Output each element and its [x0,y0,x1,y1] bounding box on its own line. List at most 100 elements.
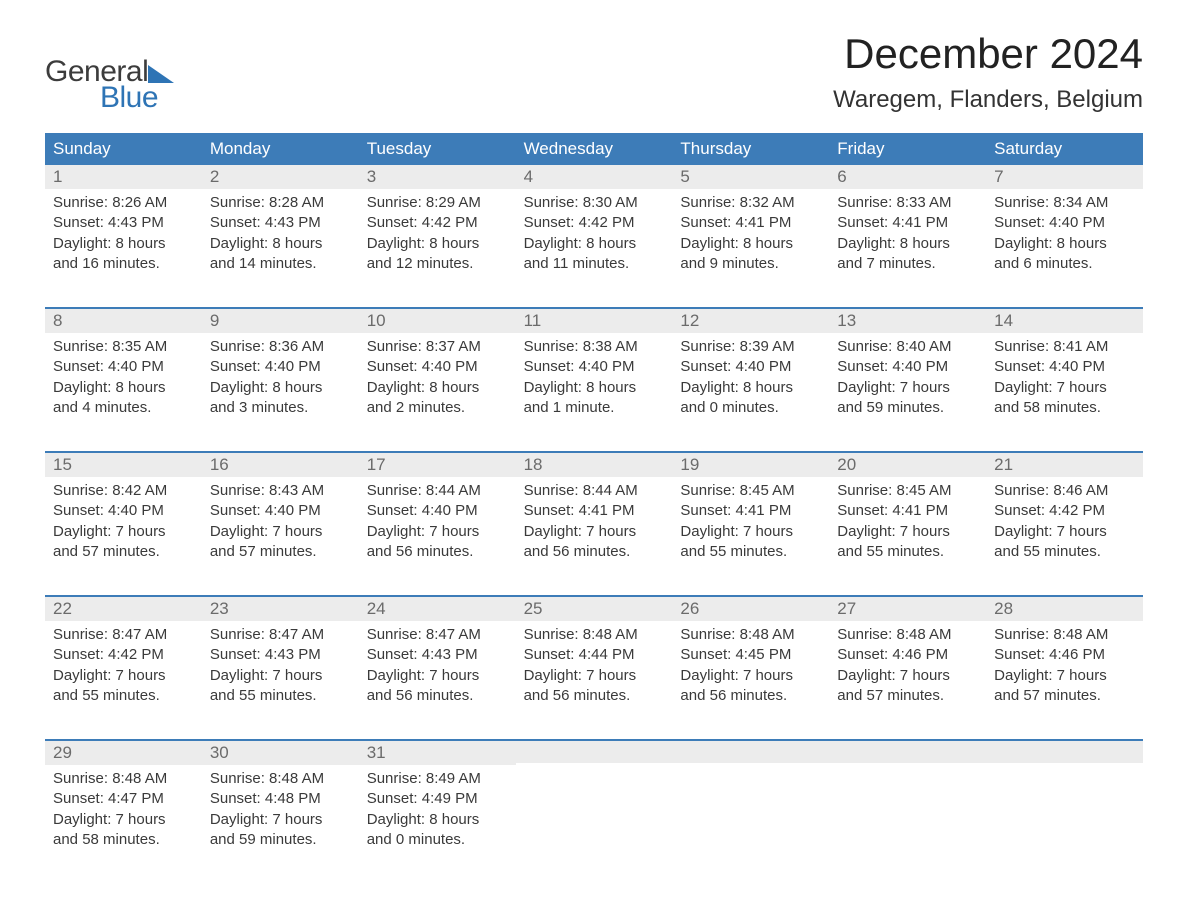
day-sunset: Sunset: 4:49 PM [367,789,508,809]
day-sunset: Sunset: 4:43 PM [367,645,508,665]
day-sunset: Sunset: 4:40 PM [367,501,508,521]
day-sunrise: Sunrise: 8:43 AM [210,481,351,501]
day-content: Sunrise: 8:48 AMSunset: 4:45 PMDaylight:… [672,621,829,714]
day-dl2: and 58 minutes. [53,830,194,850]
day-number-row: 3 [359,165,516,189]
day-cell: 27Sunrise: 8:48 AMSunset: 4:46 PMDayligh… [829,597,986,725]
day-number: 8 [53,311,62,330]
day-sunset: Sunset: 4:48 PM [210,789,351,809]
day-sunrise: Sunrise: 8:48 AM [524,625,665,645]
day-content: Sunrise: 8:26 AMSunset: 4:43 PMDaylight:… [45,189,202,282]
day-dl1: Daylight: 7 hours [524,666,665,686]
day-dl1: Daylight: 8 hours [994,234,1135,254]
week-row: 1Sunrise: 8:26 AMSunset: 4:43 PMDaylight… [45,165,1143,293]
day-number: 12 [680,311,699,330]
week-row: 22Sunrise: 8:47 AMSunset: 4:42 PMDayligh… [45,595,1143,725]
day-dl2: and 55 minutes. [837,542,978,562]
day-number: 19 [680,455,699,474]
day-number-row: 5 [672,165,829,189]
day-dl1: Daylight: 7 hours [53,666,194,686]
day-sunrise: Sunrise: 8:47 AM [53,625,194,645]
day-cell: 2Sunrise: 8:28 AMSunset: 4:43 PMDaylight… [202,165,359,293]
day-number-row: 18 [516,453,673,477]
day-dl1: Daylight: 8 hours [524,234,665,254]
day-sunrise: Sunrise: 8:40 AM [837,337,978,357]
day-dl2: and 55 minutes. [210,686,351,706]
day-sunrise: Sunrise: 8:48 AM [680,625,821,645]
day-dl2: and 56 minutes. [524,686,665,706]
day-number: 11 [524,311,542,330]
day-sunset: Sunset: 4:46 PM [994,645,1135,665]
day-number-row: 12 [672,309,829,333]
day-number: 28 [994,599,1013,618]
day-sunset: Sunset: 4:40 PM [524,357,665,377]
day-number-row: 24 [359,597,516,621]
day-content: Sunrise: 8:44 AMSunset: 4:41 PMDaylight:… [516,477,673,570]
week-row: 8Sunrise: 8:35 AMSunset: 4:40 PMDaylight… [45,307,1143,437]
weekday-header: Tuesday [359,133,516,165]
day-sunset: Sunset: 4:40 PM [680,357,821,377]
day-number: 20 [837,455,856,474]
day-dl1: Daylight: 8 hours [53,378,194,398]
day-cell: 18Sunrise: 8:44 AMSunset: 4:41 PMDayligh… [516,453,673,581]
header-right: December 2024 Waregem, Flanders, Belgium [833,30,1143,114]
day-sunset: Sunset: 4:41 PM [524,501,665,521]
day-sunset: Sunset: 4:40 PM [994,213,1135,233]
day-sunrise: Sunrise: 8:42 AM [53,481,194,501]
day-sunset: Sunset: 4:45 PM [680,645,821,665]
day-number: 2 [210,167,219,186]
day-number-row: 23 [202,597,359,621]
day-number: 6 [837,167,846,186]
day-content: Sunrise: 8:40 AMSunset: 4:40 PMDaylight:… [829,333,986,426]
day-dl1: Daylight: 7 hours [837,378,978,398]
day-dl2: and 55 minutes. [680,542,821,562]
day-content: Sunrise: 8:48 AMSunset: 4:46 PMDaylight:… [829,621,986,714]
day-cell: 17Sunrise: 8:44 AMSunset: 4:40 PMDayligh… [359,453,516,581]
day-sunset: Sunset: 4:42 PM [524,213,665,233]
day-dl1: Daylight: 7 hours [994,666,1135,686]
day-content: Sunrise: 8:49 AMSunset: 4:49 PMDaylight:… [359,765,516,858]
day-cell [829,741,986,869]
day-dl1: Daylight: 7 hours [210,810,351,830]
day-dl2: and 59 minutes. [210,830,351,850]
day-content: Sunrise: 8:39 AMSunset: 4:40 PMDaylight:… [672,333,829,426]
day-number-row: 21 [986,453,1143,477]
day-content: Sunrise: 8:29 AMSunset: 4:42 PMDaylight:… [359,189,516,282]
day-dl2: and 59 minutes. [837,398,978,418]
day-content: Sunrise: 8:44 AMSunset: 4:40 PMDaylight:… [359,477,516,570]
day-content: Sunrise: 8:35 AMSunset: 4:40 PMDaylight:… [45,333,202,426]
day-number-row: 15 [45,453,202,477]
day-dl2: and 4 minutes. [53,398,194,418]
day-cell: 16 Sunrise: 8:43 AMSunset: 4:40 PMDayligh… [202,453,359,581]
day-content: Sunrise: 8:43 AMSunset: 4:40 PMDaylight:… [202,477,359,570]
day-cell: 23Sunrise: 8:47 AMSunset: 4:43 PMDayligh… [202,597,359,725]
day-number-row: 10 [359,309,516,333]
day-dl2: and 7 minutes. [837,254,978,274]
day-sunset: Sunset: 4:42 PM [53,645,194,665]
day-sunset: Sunset: 4:42 PM [994,501,1135,521]
day-number: 13 [837,311,856,330]
day-sunset: Sunset: 4:44 PM [524,645,665,665]
day-dl2: and 14 minutes. [210,254,351,274]
day-cell: 13 Sunrise: 8:40 AMSunset: 4:40 PMDayligh… [829,309,986,437]
day-cell: 6Sunrise: 8:33 AMSunset: 4:41 PMDaylight… [829,165,986,293]
day-cell: 1Sunrise: 8:26 AMSunset: 4:43 PMDaylight… [45,165,202,293]
location-text: Waregem, Flanders, Belgium [833,86,1143,114]
day-dl2: and 57 minutes. [53,542,194,562]
weekday-header: Monday [202,133,359,165]
day-cell: 11Sunrise: 8:38 AMSunset: 4:40 PMDayligh… [516,309,673,437]
day-sunrise: Sunrise: 8:35 AM [53,337,194,357]
day-number: 14 [994,311,1013,330]
day-cell: 12 Sunrise: 8:39 AMSunset: 4:40 PMDayligh… [672,309,829,437]
day-content: Sunrise: 8:48 AMSunset: 4:48 PMDaylight:… [202,765,359,858]
top-bar: General Blue December 2024 Waregem, Flan… [45,30,1143,115]
day-number: 16 [210,455,229,474]
day-sunrise: Sunrise: 8:48 AM [210,769,351,789]
day-number-row: 2 [202,165,359,189]
day-dl2: and 56 minutes. [524,542,665,562]
week-row: 15Sunrise: 8:42 AMSunset: 4:40 PMDayligh… [45,451,1143,581]
day-dl1: Daylight: 8 hours [837,234,978,254]
day-cell: 9Sunrise: 8:36 AMSunset: 4:40 PMDaylight… [202,309,359,437]
day-cell: 3Sunrise: 8:29 AMSunset: 4:42 PMDaylight… [359,165,516,293]
day-content: Sunrise: 8:45 AMSunset: 4:41 PMDaylight:… [829,477,986,570]
